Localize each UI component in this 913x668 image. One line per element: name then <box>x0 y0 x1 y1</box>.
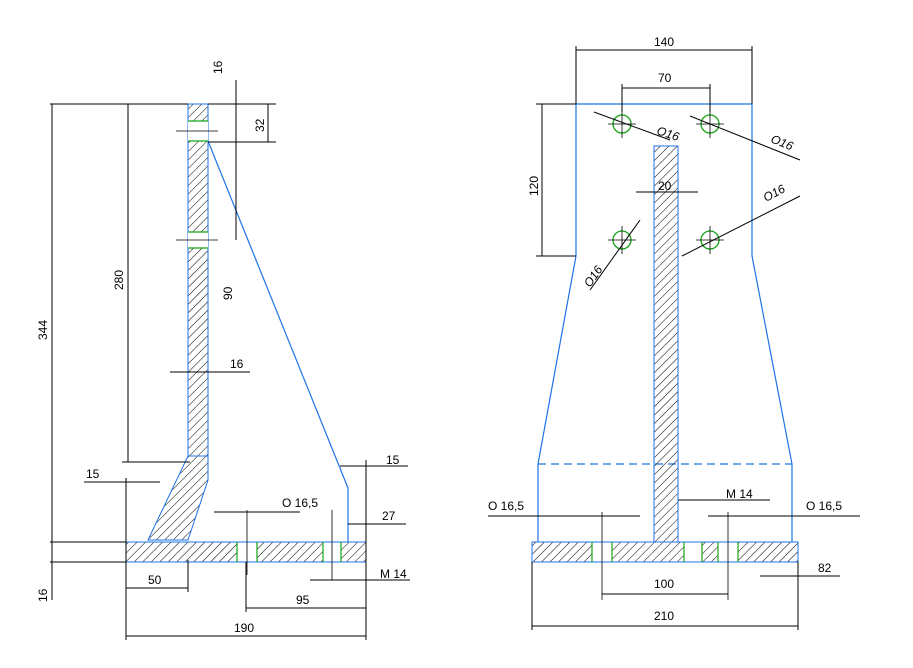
side-vertical-plate <box>187 103 209 457</box>
dim-side-hole-spacing: 90 <box>221 286 235 300</box>
dim-front-base-hole-right: O 16,5 <box>806 499 842 513</box>
dim-side-hole-dia: O 16,5 <box>282 496 318 510</box>
dim-side-right-edge-height: 27 <box>382 509 396 523</box>
dim-front-web-width: 20 <box>658 179 672 193</box>
dim-front-base-length: 210 <box>654 609 674 623</box>
dim-side-total-height: 344 <box>36 320 50 340</box>
dim-side-inner-height: 280 <box>112 270 126 290</box>
front-plate-outline <box>537 104 577 542</box>
dim-front-hole-top-right: O16 <box>769 132 796 154</box>
dim-front-right-offset: 82 <box>818 561 832 575</box>
side-view: 16 32 280 344 90 16 15 16 O 16,5 15 27 M… <box>36 60 410 640</box>
dim-side-base-length: 190 <box>234 621 254 635</box>
dim-side-web-thickness: 16 <box>230 357 244 371</box>
dim-front-base-hole-left: O 16,5 <box>488 499 524 513</box>
front-web <box>653 145 679 543</box>
dim-front-hole-bottom-right: O16 <box>761 181 788 204</box>
dim-front-hole-top-left: O16 <box>655 124 681 144</box>
dim-side-right-edge: 15 <box>386 453 400 467</box>
dim-front-base-hole-spacing: 100 <box>654 577 674 591</box>
dim-front-top-width: 140 <box>654 35 674 49</box>
dim-front-hole-bottom-left: O16 <box>581 263 606 290</box>
front-plate-outline <box>576 103 793 542</box>
dim-front-hole-spacing-y: 120 <box>527 176 541 196</box>
dim-front-thread: M 14 <box>726 487 753 501</box>
dim-side-thread: M 14 <box>380 567 407 581</box>
side-gusset-lower <box>147 455 209 541</box>
dim-side-gusset-base: 15 <box>86 467 100 481</box>
front-base-plate <box>531 541 799 563</box>
dim-side-top-width: 16 <box>211 60 225 74</box>
front-view: 140 70 120 O16 O16 O16 O16 20 O 16,5 M 1… <box>488 35 860 630</box>
dim-side-hole-to-edge: 95 <box>296 593 310 607</box>
front-base-hole-mid <box>683 541 703 563</box>
dim-side-base-thickness: 16 <box>36 588 50 602</box>
side-stiffener-edge <box>207 140 349 489</box>
dim-side-hole-offset: 32 <box>253 118 267 132</box>
dim-side-gusset-width: 50 <box>148 573 162 587</box>
dim-front-hole-spacing-x: 70 <box>658 71 672 85</box>
